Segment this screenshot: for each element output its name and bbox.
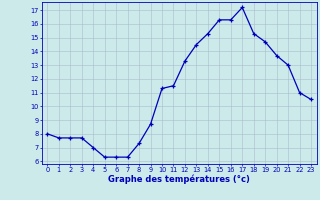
X-axis label: Graphe des températures (°c): Graphe des températures (°c) — [108, 174, 250, 184]
